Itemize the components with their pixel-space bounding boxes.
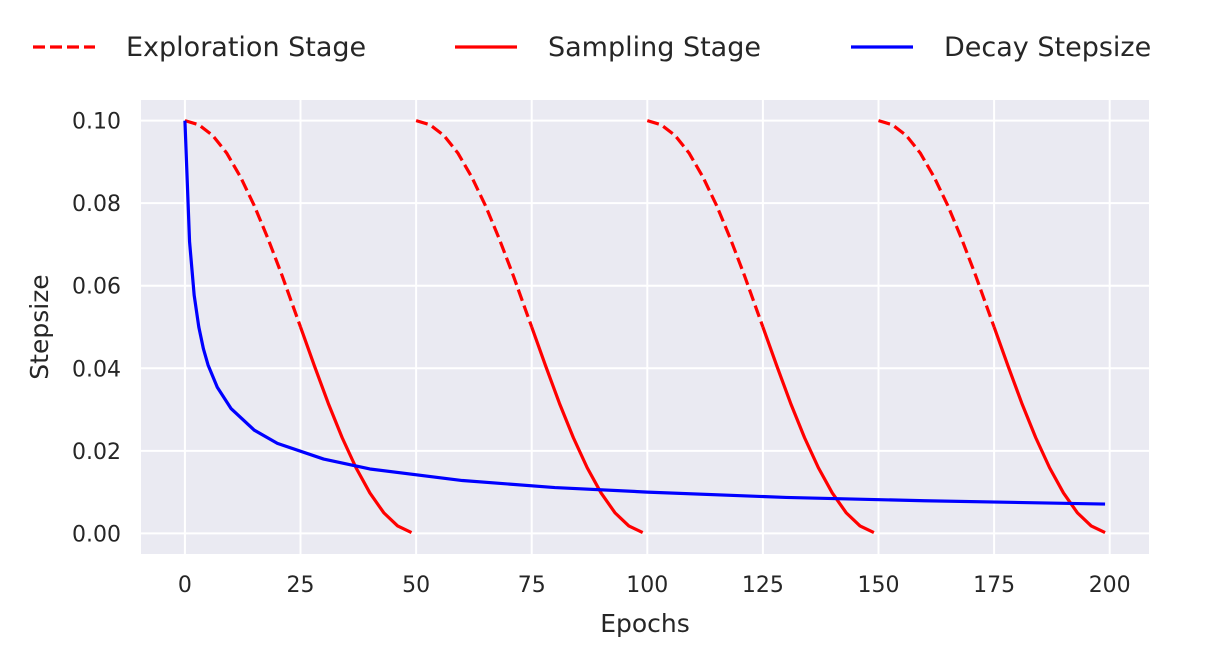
x-tick-label: 200 [1089,573,1131,598]
y-tick-label: 0.04 [72,357,121,382]
x-tick-label: 125 [742,573,784,598]
y-tick-label: 0.02 [72,440,121,465]
series-lines [183,119,1106,534]
x-tick-label: 150 [858,573,900,598]
sampling-stage-line-4 [992,326,1106,534]
x-tick-label: 50 [402,573,430,598]
legend: Exploration Stage Sampling Stage Decay Ste… [33,32,1151,63]
sampling-stage-line-3 [761,326,875,534]
y-tick-label: 0.08 [72,192,121,217]
decay-stepsize-line-1 [183,120,1106,506]
plot-background [141,100,1149,554]
sampling-stage-line-1 [299,326,413,534]
legend-label-decay-stepsize: Decay Stepsize [944,32,1151,63]
exploration-stage-line-3 [646,119,765,328]
x-tick-label: 75 [518,573,546,598]
x-tick-label: 25 [287,573,315,598]
exploration-stage-line-1 [184,119,303,328]
sampling-stage-line-2 [530,326,644,534]
x-tick-labels: 0 25 50 75 100 125 150 175 200 [178,573,1131,598]
legend-label-exploration-stage: Exploration Stage [126,32,366,63]
legend-label-sampling-stage: Sampling Stage [548,32,761,63]
exploration-stage-line-2 [415,119,534,328]
exploration-stage-line-4 [878,119,996,328]
y-tick-label: 0.10 [72,110,121,135]
x-tick-label: 100 [626,573,668,598]
y-axis-label: Stepsize [25,274,54,379]
x-tick-label: 175 [973,573,1015,598]
x-axis-label: Epochs [600,609,690,638]
y-tick-label: 0.06 [72,275,121,300]
y-tick-labels: 0.00 0.02 0.04 0.06 0.08 0.10 [72,110,121,548]
y-tick-label: 0.00 [72,522,121,547]
x-tick-label: 0 [178,573,192,598]
